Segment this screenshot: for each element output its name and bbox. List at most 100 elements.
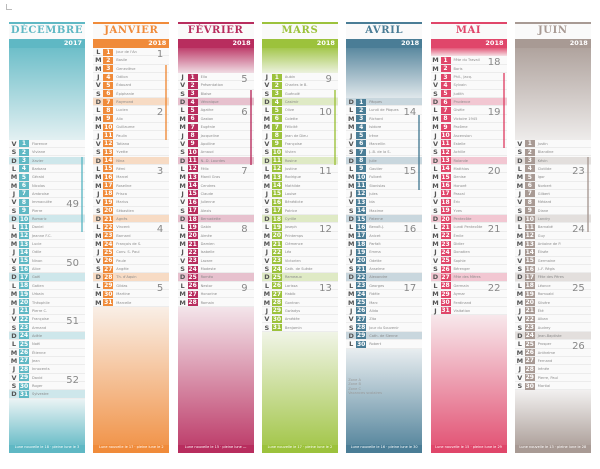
day-number: 3 [187, 90, 198, 98]
day-row: M 24 Fidèle [346, 290, 423, 299]
legend-zone-c: Zone C [348, 386, 361, 391]
day-letter: L [96, 106, 101, 115]
day-number: 5 [356, 132, 367, 139]
day-number: 12 [440, 148, 451, 156]
saint-name: Matthias [453, 166, 469, 171]
saint-name: Gilbert [537, 191, 550, 196]
saint-name: Raymond [116, 100, 134, 105]
week-number: 7 [241, 165, 248, 177]
month-name: FÉVRIER [187, 25, 244, 36]
day-row: V 20 Odette [346, 256, 423, 266]
saint-name: Parfait [369, 242, 381, 247]
day-row: L 8 Lucien [93, 106, 170, 115]
day-row: J 15 Claude [177, 190, 254, 199]
saint-name: Françoise [284, 141, 302, 146]
day-letter: M [10, 348, 18, 357]
month-column: DÉCEMBRE 2017 V 1 Florence S 2 Viviane D 3 Xavier L… [9, 22, 85, 453]
saint-name: Isidore [369, 125, 382, 130]
day-letter: M [347, 123, 355, 132]
saint-name: Prisca [116, 191, 127, 196]
day-row: D 15 Paterne [346, 215, 423, 224]
saint-name: Lundi de Pâques [369, 108, 399, 113]
day-number: 5 [19, 173, 29, 181]
corner-mark-icon [6, 4, 12, 10]
day-row: D 25 Rameaux [261, 273, 338, 282]
day-letter: J [518, 248, 521, 257]
day-letter: S [11, 206, 17, 215]
day-letter: V [264, 256, 270, 265]
day-letter: J [265, 306, 269, 315]
day-number: 14 [356, 207, 367, 215]
month-footer-gradient [177, 306, 254, 445]
day-letter: M [347, 298, 355, 307]
day-letter: V [517, 198, 523, 207]
day-row: S 16 Alice [9, 265, 85, 274]
saint-name: Marcellin [369, 141, 386, 146]
saint-name: Julie [369, 158, 377, 163]
month-year: 2018 [316, 39, 335, 47]
day-letter: L [264, 281, 269, 290]
saint-name: David [32, 375, 43, 380]
day-row: M 8 Victoire 1945 [430, 115, 507, 124]
saint-name: Roger [32, 384, 43, 388]
day-number: 19 [271, 223, 282, 231]
day-row: J 5 Irène [346, 132, 423, 140]
day-row: M 29 Aymar [430, 290, 507, 299]
saint-name: Véronique [200, 100, 219, 105]
saint-name: Claude [200, 191, 214, 196]
saint-name: Guénolé [284, 91, 300, 96]
day-number: 1 [103, 48, 114, 56]
saint-name: Honoré [453, 183, 467, 188]
day-row: D 8 Julie [346, 156, 423, 165]
saint-name: Médard [537, 200, 552, 205]
saint-name: Épiphanie [116, 91, 135, 96]
day-letter: V [348, 256, 354, 265]
day-letter: L [96, 164, 101, 173]
saint-name: Fête des Mères [453, 275, 481, 280]
saint-name: Barnard [116, 233, 131, 238]
day-number: 24 [440, 248, 451, 256]
day-letter: V [11, 139, 17, 148]
day-row: M 13 Lucie [9, 240, 85, 249]
day-number: 27 [356, 315, 367, 323]
day-letter: M [10, 173, 18, 182]
day-number: 27 [271, 290, 282, 298]
day-number: 19 [19, 290, 29, 298]
saint-name: Marc [369, 300, 378, 305]
month-column: JANVIER 2018 L 1 Jour de l'An M 2 Basile M 3 Genev… [93, 22, 170, 453]
day-number: 10 [524, 215, 535, 223]
day-letter: D [348, 273, 354, 282]
day-number: 21 [524, 307, 535, 315]
day-number: 28 [524, 365, 535, 373]
day-letter: M [516, 181, 524, 190]
day-letter: J [265, 73, 269, 82]
day-number: 12 [19, 232, 29, 240]
saint-name: Étienne [32, 350, 46, 355]
day-letter: M [179, 290, 186, 299]
day-row: V 5 Édouard [93, 81, 170, 90]
day-number: 18 [356, 240, 367, 248]
saint-name: François de S. [116, 242, 142, 247]
saint-name: Justine [284, 166, 297, 171]
day-letter: J [12, 306, 16, 315]
day-row: M 6 Nicolas [9, 182, 85, 190]
saint-name: Ida [369, 200, 375, 205]
saint-name: Françoise [32, 317, 50, 322]
saint-name: Jean de Dieu [284, 133, 308, 138]
day-row: L 5 Olive [261, 106, 338, 115]
day-row: S 6 Épiphanie [93, 90, 170, 99]
day-row: D 1 Pâques [346, 98, 423, 107]
day-row: V 23 Victorien [261, 256, 338, 266]
day-row: M 2 Basile [93, 56, 170, 65]
saint-name: Colette [284, 116, 298, 121]
week-number: 20 [487, 165, 501, 177]
month-top-line [177, 22, 254, 24]
month-footer: Lune nouvelle le 13 · pleine lune le 28 [514, 445, 591, 453]
day-number: 8 [440, 115, 451, 123]
week-number: 14 [403, 107, 417, 119]
day-row: L 25 Prosper [514, 340, 591, 349]
saint-name: Charles le B. [284, 83, 308, 88]
day-row: S 21 Anselme [346, 265, 423, 274]
day-letter: M [516, 290, 524, 299]
day-row: J 11 Paulin [93, 132, 170, 140]
